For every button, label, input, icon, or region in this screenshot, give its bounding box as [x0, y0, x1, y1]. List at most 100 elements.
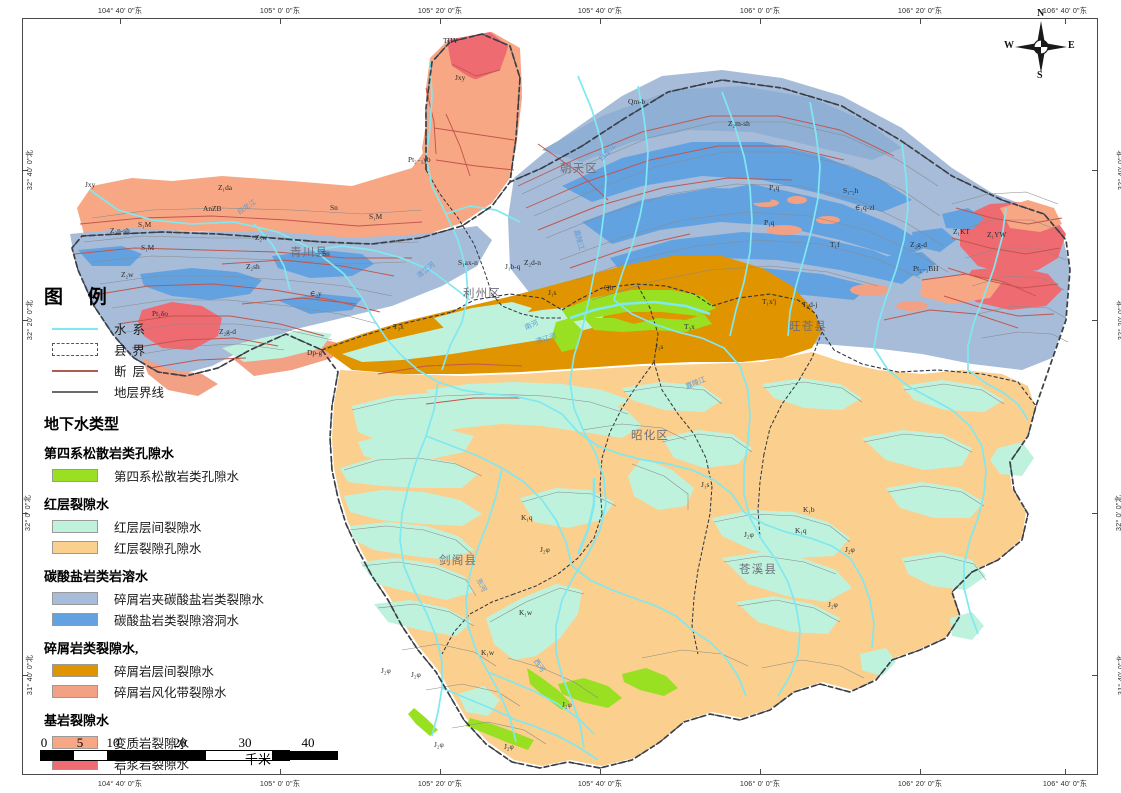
latitude-tick: [1092, 675, 1098, 676]
legend-swatch-3-0: [52, 664, 98, 677]
region-fold-band-ne2: [562, 142, 912, 212]
legend-key-swatch: [46, 469, 104, 482]
legend-label-swatch-4-1: 岩浆岩裂隙水: [114, 758, 190, 772]
latitude-tick: [1092, 320, 1098, 321]
latitude-label-right: 32° 20' 0"北: [1116, 299, 1121, 341]
lens-ne-b: [787, 196, 807, 204]
scale-tick-0: 0: [40, 735, 48, 750]
legend-county-boundary-symbol: [52, 343, 98, 356]
legend-key-line: [46, 369, 104, 372]
region-redbed-interlayer-s4: [344, 490, 482, 526]
region-carbonate-lens-west: [78, 246, 142, 266]
region-fold-band-ne3: [582, 188, 930, 258]
legend-row-line-0[interactable]: 水系: [40, 319, 292, 338]
region-redbed-interlayer-s3: [340, 456, 478, 488]
legend-row-swatch-0-0[interactable]: 第四系松散岩类孔隙水: [40, 466, 292, 485]
region-carbonate-lens-nw3: [277, 294, 362, 314]
scale-bar-unit: 千米: [245, 752, 272, 767]
legend-row-swatch-2-1[interactable]: 碳酸盐岩类裂隙溶洞水: [40, 610, 292, 629]
hydrogeology-map-canvas[interactable]: [22, 18, 1098, 775]
legend-key-box: [46, 343, 104, 356]
longitude-tick: [600, 18, 601, 24]
legend-swatch-2-0: [52, 592, 98, 605]
region-redbed-interlayer-s16: [862, 430, 972, 470]
river-network: [89, 61, 1029, 761]
legend-row-swatch-2-0[interactable]: 碎屑岩夹碳酸盐岩类裂隙水: [40, 589, 292, 608]
region-redbed-interlayer-s6: [360, 558, 474, 600]
longitude-tick: [440, 18, 441, 24]
region-quaternary-south-4: [622, 668, 678, 696]
longitude-tick: [120, 18, 121, 24]
legend-swatch-3-1: [52, 685, 98, 698]
legend-panel[interactable]: 图 例 水系 县界 断层 地层界线 地下水类型 第四系松散岩类孔隙水 第四系松散岩类孔隙…: [40, 282, 292, 775]
region-quaternary-south-5: [408, 708, 438, 736]
compass-north-label: N: [1037, 8, 1045, 19]
legend-key-line: [46, 327, 104, 330]
legend-key-swatch: [46, 613, 104, 626]
legend-swatch-2-1: [52, 613, 98, 626]
legend-group-heading-1: 红层裂隙水: [44, 497, 110, 512]
longitude-tick: [440, 769, 441, 775]
legend-label-line-1: 县界: [114, 344, 152, 358]
longitude-tick: [1065, 769, 1066, 775]
region-fold-band-ne1: [542, 86, 902, 162]
compass-west-label: W: [1004, 40, 1014, 51]
legend-row-swatch-4-0[interactable]: 变质岩裂隙水: [40, 733, 292, 752]
longitude-tick: [120, 769, 121, 775]
legend-line-symbol-2: [52, 369, 98, 372]
region-magmatic-ne2: [960, 266, 1062, 310]
legend-label-line-2: 断层: [114, 365, 152, 379]
longitude-label-top: 106° 40' 0"东: [1042, 6, 1088, 15]
region-redbed-interlayer-s7: [374, 600, 472, 636]
lens-ne-f: [896, 301, 928, 311]
legend-group-heading-4: 基岩裂隙水: [44, 713, 110, 728]
legend-swatch-1-0: [52, 520, 98, 533]
lens-ne-e: [850, 284, 890, 296]
longitude-tick: [920, 18, 921, 24]
legend-row-swatch-1-0[interactable]: 红层层间裂隙水: [40, 517, 292, 536]
latitude-tick: [1092, 513, 1098, 514]
region-metamorphic-ne2: [1000, 200, 1062, 232]
region-clastic-weathered-nw2: [142, 358, 218, 396]
region-quaternary-valley3: [584, 314, 712, 332]
blob-ne2: [942, 208, 984, 230]
region-redbed-interlayer-s21: [902, 380, 1004, 412]
legend-row-swatch-3-0[interactable]: 碎屑岩层间裂隙水: [40, 661, 292, 680]
legend-row-swatch-1-1[interactable]: 红层裂隙孔隙水: [40, 538, 292, 557]
legend-line-symbol-3: [52, 390, 98, 393]
longitude-label-top: 105° 0' 0"东: [259, 6, 301, 15]
legend-label-line-0: 水系: [114, 323, 152, 337]
legend-row-line-1[interactable]: 县界: [40, 340, 292, 359]
lens-ne-c: [766, 225, 802, 235]
longitude-label-bot: 105° 0' 0"东: [259, 779, 301, 788]
longitude-tick: [280, 18, 281, 24]
latitude-label-right: 31° 40' 0"北: [1116, 654, 1121, 696]
longitude-tick: [600, 769, 601, 775]
scale-bar-graphic: [40, 750, 338, 761]
legend-row-line-2[interactable]: 断层: [40, 361, 292, 380]
legend-key-swatch: [46, 541, 104, 554]
legend-groups: 第四系松散岩类孔隙水 第四系松散岩类孔隙水 红层裂隙水 红层层间裂隙水 红层裂隙孔隙水碳…: [40, 443, 292, 773]
legend-line-symbols: 水系县界断层地层界线: [40, 319, 292, 401]
longitude-label-top: 105° 20' 0"东: [417, 6, 463, 15]
region-redbed-interlayer-s17: [886, 482, 984, 518]
region-magmatic-nw: [138, 302, 222, 350]
scale-tick-2: 10: [106, 735, 120, 750]
scale-tick-3: 20: [173, 735, 187, 750]
region-north-spur: [422, 42, 522, 196]
legend-swatch-1-1: [52, 541, 98, 554]
longitude-tick: [1065, 18, 1066, 24]
scale-tick-1: 5: [76, 735, 84, 750]
latitude-tick: [22, 513, 28, 514]
longitude-label-bot: 106° 20' 0"东: [897, 779, 943, 788]
legend-row-swatch-3-1[interactable]: 碎屑岩风化带裂隙水: [40, 682, 292, 701]
region-quaternary-south-1: [527, 668, 570, 710]
longitude-label-bot: 104° 40' 0"东: [97, 779, 143, 788]
legend-key-line: [46, 390, 104, 393]
legend-row-line-3[interactable]: 地层界线: [40, 382, 292, 401]
region-redbed-interlayer-s20: [762, 378, 862, 410]
legend-label-swatch-3-0: 碎屑岩层间裂隙水: [114, 665, 215, 679]
legend-key-swatch: [46, 520, 104, 533]
region-redbed-fissure-pore-south: [332, 352, 1036, 766]
region-metamorphic-ne: [920, 274, 1002, 304]
